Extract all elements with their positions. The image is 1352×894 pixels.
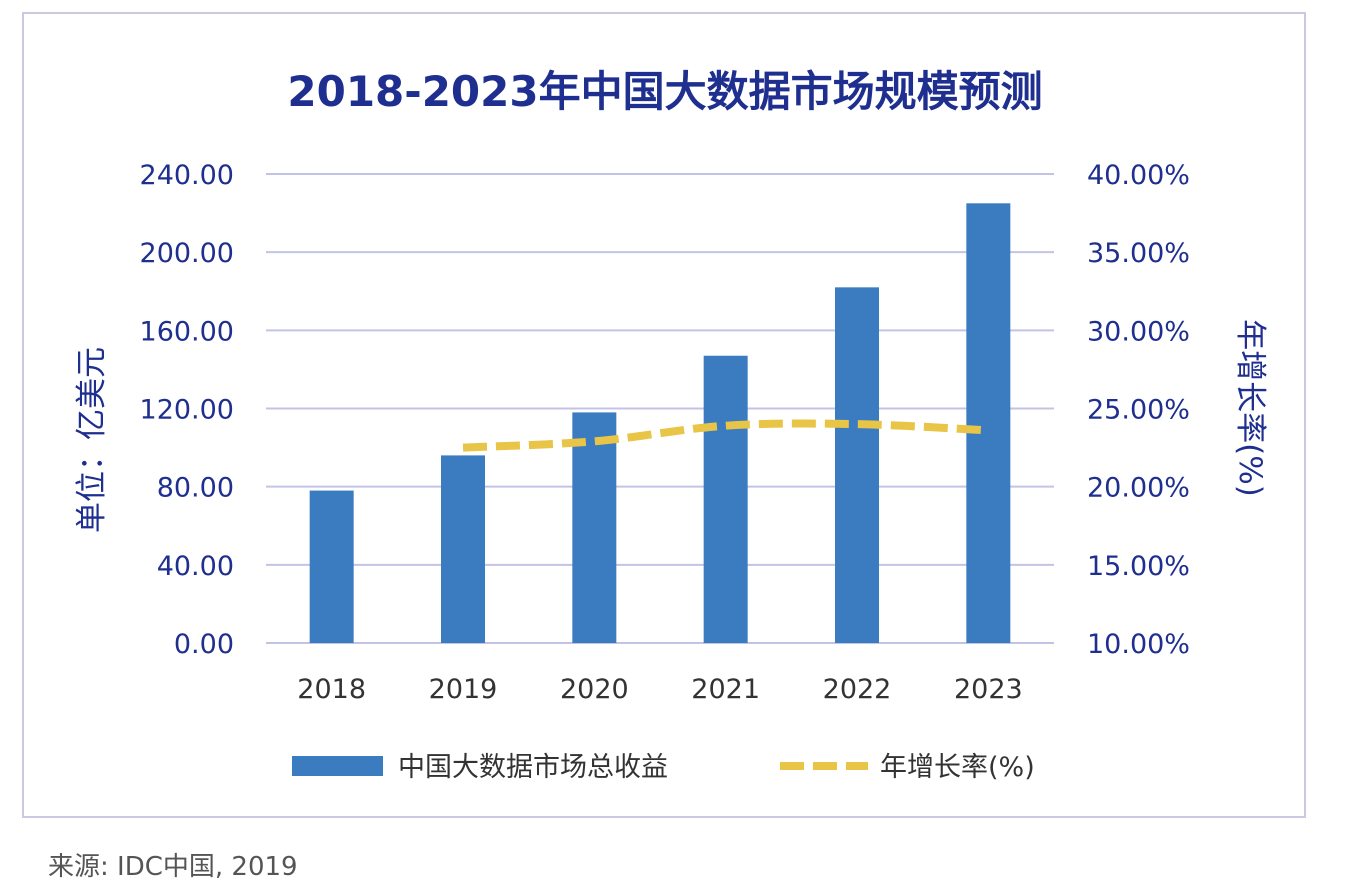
legend-bar-swatch bbox=[292, 756, 383, 776]
source-note: 来源: IDC中国, 2019 bbox=[48, 852, 298, 882]
bar-2023 bbox=[966, 203, 1011, 643]
y-axis-label-right: 年增长率(%) bbox=[1232, 319, 1268, 497]
left-tick-label: 80.00 bbox=[157, 473, 234, 504]
bar-2020 bbox=[572, 412, 617, 643]
left-tick-label: 200.00 bbox=[140, 238, 234, 269]
chart-frame bbox=[22, 12, 1306, 818]
left-tick-label: 120.00 bbox=[140, 395, 234, 426]
right-tick-label: 20.00% bbox=[1087, 473, 1190, 504]
left-tick-label: 160.00 bbox=[140, 316, 234, 347]
x-tick-label: 2019 bbox=[429, 674, 498, 705]
gridlines bbox=[266, 173, 1054, 644]
growth-rate-line bbox=[462, 419, 989, 452]
right-tick-label: 10.00% bbox=[1087, 629, 1190, 660]
legend-bar-label: 中国大数据市场总收益 bbox=[398, 752, 668, 783]
right-tick-label: 30.00% bbox=[1087, 316, 1190, 347]
right-tick-label: 35.00% bbox=[1087, 238, 1190, 269]
left-axis-ticks: 0.00 40.00 80.00 120.00 160.00 200.00 240.00 bbox=[140, 160, 234, 660]
legend-line-label: 年增长率(%) bbox=[880, 752, 1035, 783]
bar-2022 bbox=[835, 287, 879, 643]
x-tick-label: 2021 bbox=[691, 674, 760, 705]
x-tick-label: 2023 bbox=[954, 674, 1023, 705]
x-tick-label: 2022 bbox=[823, 674, 892, 705]
bars bbox=[309, 203, 1011, 643]
x-tick-label: 2020 bbox=[560, 674, 629, 705]
left-tick-label: 240.00 bbox=[140, 160, 234, 191]
x-tick-label: 2018 bbox=[297, 674, 366, 705]
bar-2018 bbox=[309, 490, 354, 643]
right-tick-label: 15.00% bbox=[1087, 551, 1190, 582]
left-tick-label: 40.00 bbox=[157, 551, 234, 582]
left-tick-label: 0.00 bbox=[174, 629, 234, 660]
right-tick-label: 25.00% bbox=[1087, 395, 1190, 426]
bar-2021 bbox=[703, 355, 748, 643]
bar-2019 bbox=[441, 455, 485, 643]
legend: 中国大数据市场总收益 年增长率(%) bbox=[292, 752, 1035, 783]
right-tick-label: 40.00% bbox=[1087, 160, 1190, 191]
y-axis-label-left: 单位：亿美元 bbox=[74, 347, 110, 533]
x-axis-ticks: 2018 2019 2020 2021 2022 2023 bbox=[297, 674, 1022, 705]
growth-line bbox=[462, 419, 989, 452]
chart-title: 2018-2023年中国大数据市场规模预测 bbox=[287, 67, 1042, 116]
right-axis-ticks: 10.00% 15.00% 20.00% 25.00% 30.00% 35.00% 40.0… bbox=[1087, 160, 1190, 660]
